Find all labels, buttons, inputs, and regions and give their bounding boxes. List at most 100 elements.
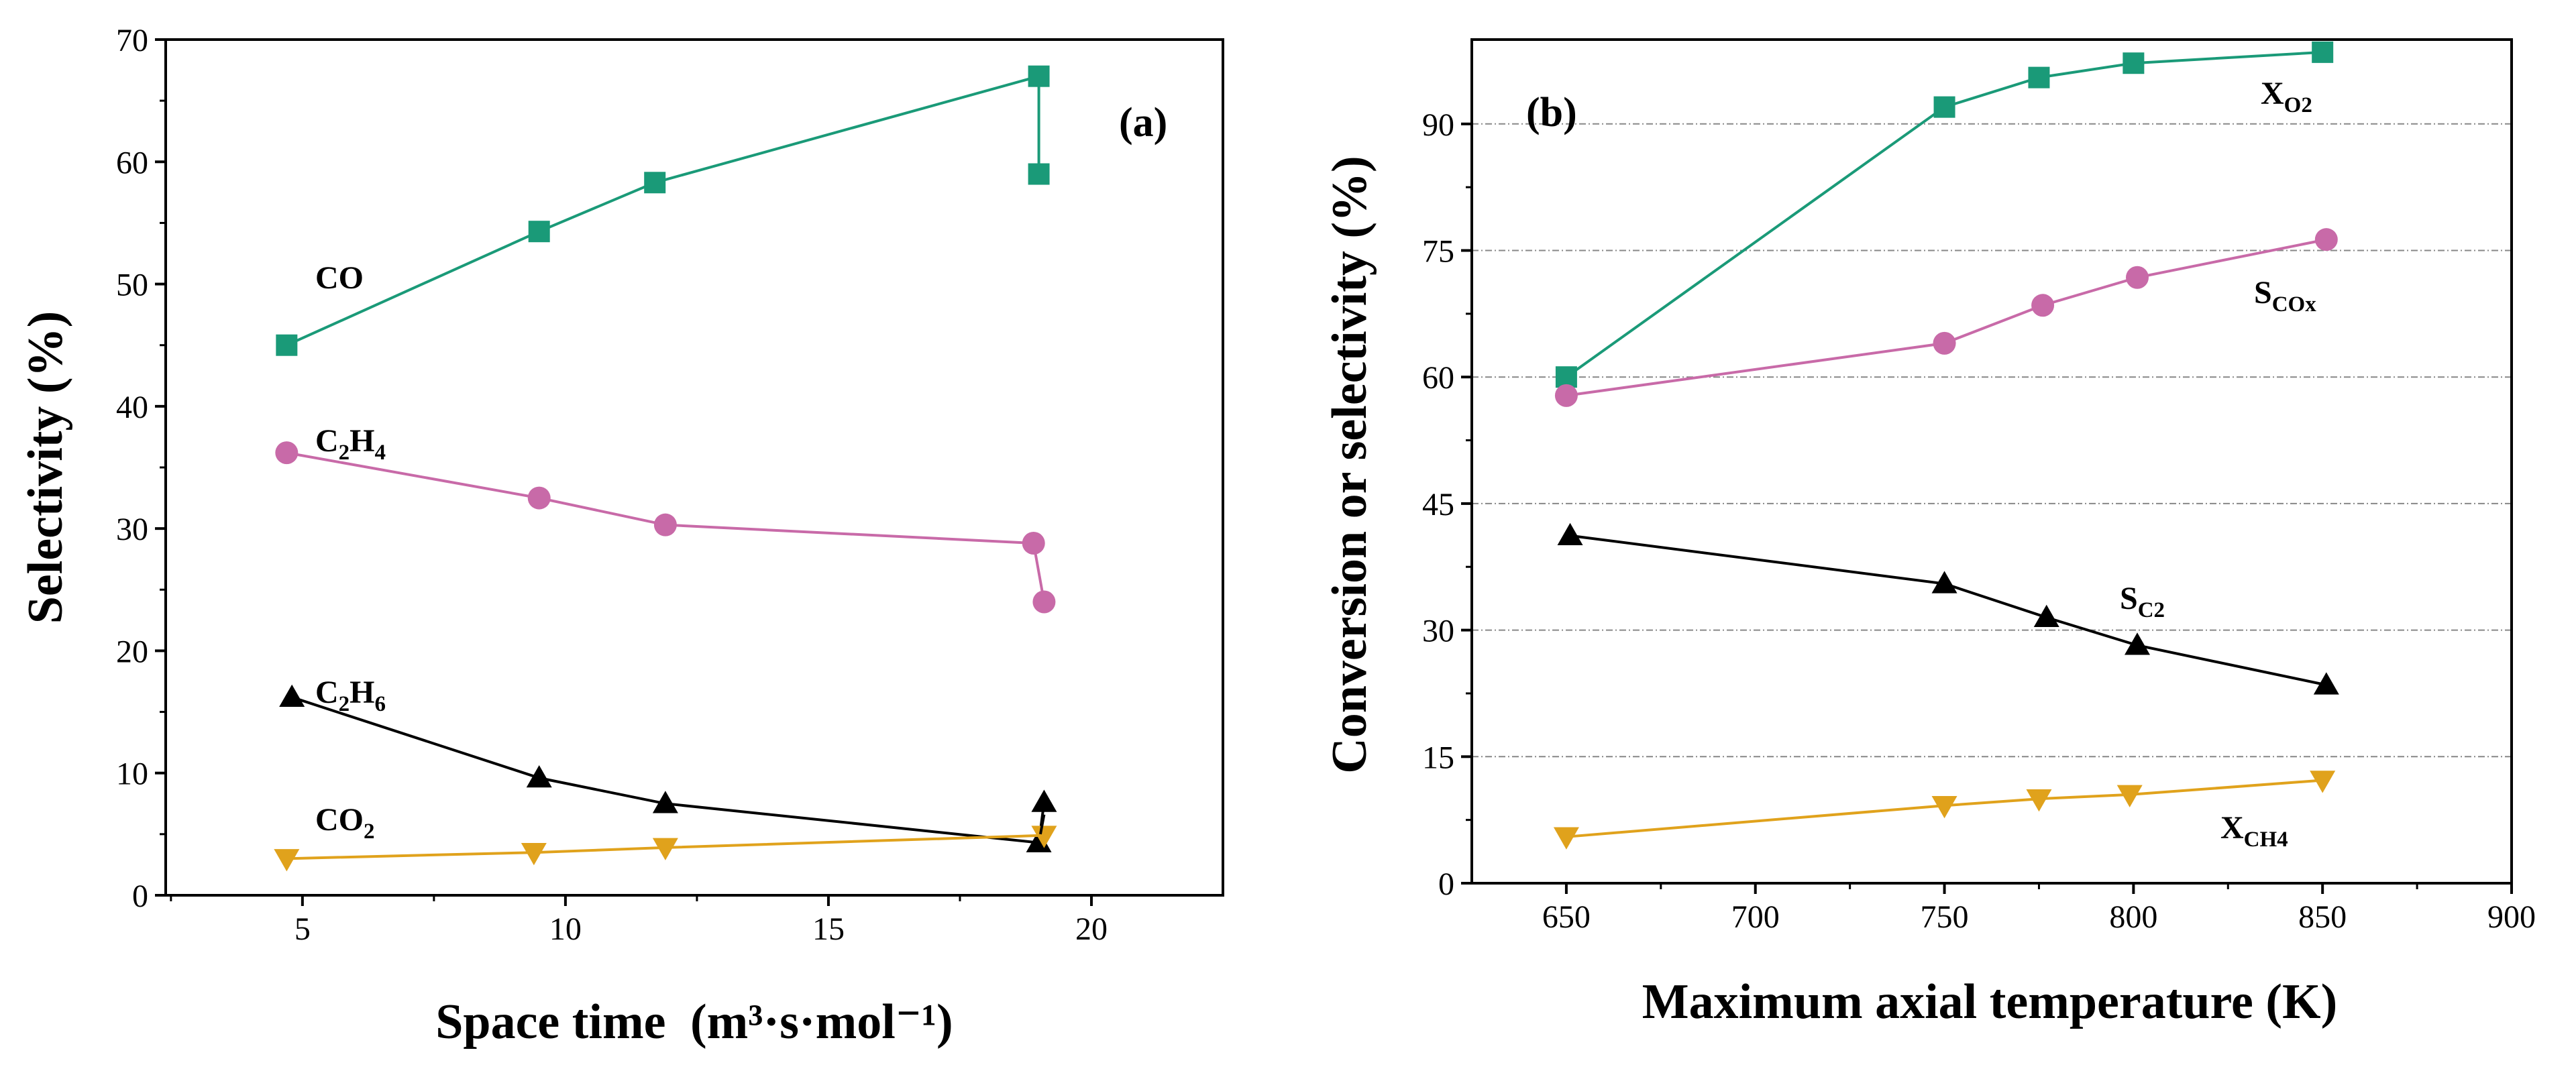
data-point-C2H6 <box>652 791 678 813</box>
series-line-C2H6 <box>291 695 1046 844</box>
series-label-main: CO <box>315 802 364 838</box>
series-XCH4 <box>1553 771 2336 850</box>
panel-a-axes: 5 10 15 20 0 10 20 30 40 50 60 70 <box>116 23 1108 947</box>
data-point-SC2 <box>1557 522 1583 545</box>
series-label-main: C <box>315 423 339 459</box>
x-tick-label-650: 650 <box>1542 899 1591 935</box>
data-point-CO <box>528 221 550 243</box>
x-tick-label-850: 850 <box>2298 899 2347 935</box>
data-point-SCOx <box>2314 228 2338 251</box>
y-tick-label-60: 60 <box>1422 360 1454 396</box>
series-label-C2H6: C2H6 <box>315 675 386 716</box>
data-point-CO2 <box>652 838 678 860</box>
data-point-C2H6 <box>1026 830 1052 852</box>
panel-a-arrow <box>1038 814 1046 835</box>
panel-a-x-axis-title-unit: (m³·s·mol⁻¹) <box>690 995 953 1050</box>
data-point-XO2 <box>1555 366 1577 388</box>
data-point-SCOx <box>2031 294 2055 317</box>
data-point-XCH4 <box>2026 789 2052 812</box>
y-tick-label-0: 0 <box>1438 866 1454 902</box>
data-point-SCOx <box>1933 331 1956 355</box>
y-tick-label-75: 75 <box>1422 234 1454 270</box>
y-tick-label-20: 20 <box>116 634 148 669</box>
series-CO <box>276 65 1050 356</box>
series-CO2 <box>274 826 1057 872</box>
panel-b-label: (b) <box>1526 90 1577 135</box>
series-label-main: S <box>2254 275 2272 310</box>
series-label-SCOx: SCOx <box>2254 275 2316 317</box>
y-tick-label-70: 70 <box>116 23 148 58</box>
panel-a-label: (a) <box>1119 100 1167 146</box>
x-tick-label-5: 5 <box>294 911 311 947</box>
data-point-CO <box>276 334 298 356</box>
y-tick-label-45: 45 <box>1422 487 1454 522</box>
series-label-sub: COx <box>2272 292 2317 317</box>
data-point-CO <box>644 172 666 194</box>
data-point-CO <box>1028 65 1050 87</box>
panel-b-series <box>1553 41 2339 850</box>
data-point-CO2 <box>274 849 300 872</box>
data-point-C2H6 <box>526 765 552 788</box>
x-tick-label-800: 800 <box>2109 899 2157 935</box>
series-SC2 <box>1557 522 2339 695</box>
panel-a-y-axis-title: Selectivity (%) <box>18 311 73 624</box>
series-label-sub: CH4 <box>2244 828 2288 852</box>
data-point-XO2 <box>2312 41 2334 63</box>
data-point-XCH4 <box>2310 771 2336 793</box>
series-label-main: S <box>2120 581 2138 616</box>
series-label-XO2: XO2 <box>2261 76 2312 117</box>
series-label-main: X <box>2220 810 2244 846</box>
series-label-C2H4: C2H4 <box>315 423 386 465</box>
data-point-C2H4 <box>1022 532 1045 555</box>
series-label-sub: C2 <box>2138 598 2165 622</box>
series-label-sub2: 6 <box>375 692 386 716</box>
series-C2H4 <box>275 441 1056 614</box>
series-label-XCH4: XCH4 <box>2220 810 2288 852</box>
data-point-XO2 <box>2123 52 2145 74</box>
y-tick-label-50: 50 <box>116 268 148 303</box>
y-tick-label-40: 40 <box>116 390 148 425</box>
y-tick-label-15: 15 <box>1422 740 1454 775</box>
series-label-tail: H <box>350 675 374 710</box>
series-SCOx <box>1554 228 2338 407</box>
series-label-CO2: CO2 <box>315 802 375 844</box>
y-tick-label-0: 0 <box>132 879 148 914</box>
data-point-XCH4 <box>1931 796 1957 819</box>
data-point-SC2 <box>2033 604 2059 627</box>
series-label-sub: O2 <box>2284 93 2312 117</box>
series-label-sub: 2 <box>339 692 350 716</box>
series-label-main: C <box>315 675 339 710</box>
data-point-C2H4 <box>527 486 551 510</box>
series-label-sub: 2 <box>364 819 375 844</box>
data-point-C2H6 <box>279 684 305 707</box>
data-point-C2H6 <box>1031 789 1057 812</box>
y-tick-label-90: 90 <box>1422 107 1454 143</box>
series-line-CO <box>286 74 1040 347</box>
data-point-SCOx <box>1554 384 1578 407</box>
panel-b-axes: 650 700 750 800 850 900 0 15 30 45 60 75 90 <box>1422 107 2536 935</box>
x-tick-label-20: 20 <box>1075 911 1108 947</box>
y-tick-label-30: 30 <box>1422 614 1454 649</box>
series-label-tail: H <box>350 423 374 459</box>
data-point-SC2 <box>2125 632 2150 655</box>
data-point-SC2 <box>2313 672 2339 695</box>
series-XO2 <box>1555 41 2334 388</box>
panel-b-plot-frame <box>1470 38 2513 885</box>
panel-a-x-axis-title: Space time (m³·s·mol⁻¹) <box>435 995 953 1050</box>
x-tick-label-750: 750 <box>1921 899 1969 935</box>
panel-b-x-axis-title: Maximum axial temperature (K) <box>1642 974 2337 1029</box>
data-point-SC2 <box>1931 571 1957 593</box>
panel-b-gridlines <box>1472 123 2512 758</box>
x-tick-label-900: 900 <box>2487 899 2536 935</box>
data-point-C2H4 <box>1032 590 1056 614</box>
data-point-C2H4 <box>275 441 299 465</box>
y-tick-label-60: 60 <box>116 145 148 180</box>
series-line-SCOx <box>1566 238 2327 397</box>
arrow-shaft <box>1038 814 1046 835</box>
series-label-sub2: 4 <box>375 441 386 465</box>
data-point-CO2 <box>1031 826 1057 848</box>
